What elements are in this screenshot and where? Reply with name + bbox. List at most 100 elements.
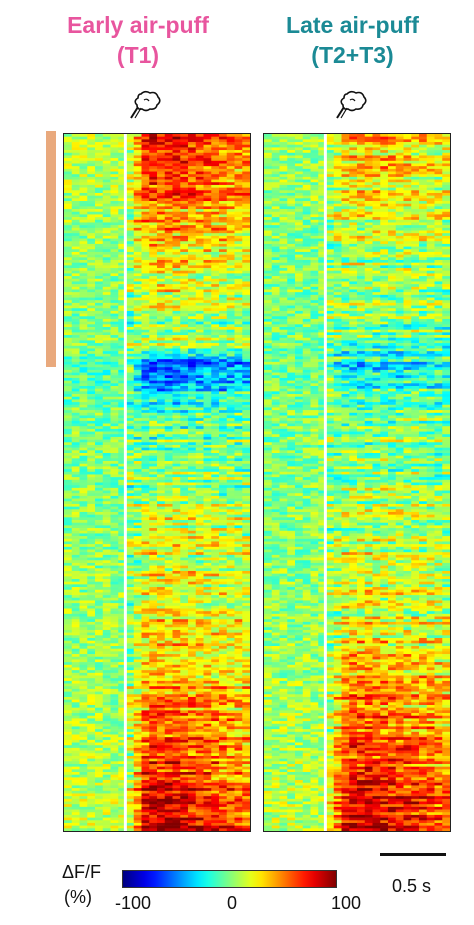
heatmap-cell xyxy=(64,139,73,143)
heatmap-cell xyxy=(172,637,181,641)
heatmap-cell xyxy=(71,589,80,593)
heatmap-cell xyxy=(172,348,181,352)
heatmap-cell xyxy=(211,289,220,293)
heatmap-cell xyxy=(118,168,127,172)
heatmap-cell xyxy=(94,187,104,191)
heatmap-cell xyxy=(87,463,96,467)
heatmap-cell xyxy=(234,318,243,322)
heatmap-cell xyxy=(87,672,96,676)
heatmap-cell xyxy=(172,415,181,419)
heatmap-cell xyxy=(141,230,150,234)
heatmap-cell xyxy=(172,522,181,526)
heatmap-cell xyxy=(141,546,150,550)
heatmap-cell xyxy=(118,420,127,424)
heatmap-cell xyxy=(110,297,119,301)
heatmap-cell xyxy=(187,656,197,660)
heatmap-cell xyxy=(226,436,235,440)
heatmap-cell xyxy=(64,616,73,620)
heatmap-cell xyxy=(102,664,111,668)
heatmap-cell xyxy=(195,680,204,684)
heatmap-cell xyxy=(226,364,235,368)
heatmap-cell xyxy=(164,474,173,478)
heatmap-cell xyxy=(195,367,204,371)
heatmap-cell xyxy=(126,498,135,502)
heatmap-cell xyxy=(110,305,119,309)
heatmap-cell xyxy=(126,404,135,408)
heatmap-cell xyxy=(87,394,96,398)
heatmap-cell xyxy=(87,621,96,625)
heatmap-cell xyxy=(133,461,142,465)
late-airpuff-title-line2: (T2+T3) xyxy=(311,42,394,68)
heatmap-cell xyxy=(102,179,111,183)
heatmap-cell xyxy=(71,308,80,312)
heatmap-cell xyxy=(172,410,181,414)
heatmap-cell xyxy=(118,538,127,542)
heatmap-cell xyxy=(71,503,80,507)
heatmap-cell xyxy=(226,570,235,574)
heatmap-cell xyxy=(110,318,119,322)
heatmap-cell xyxy=(157,474,166,478)
heatmap-cell xyxy=(149,152,158,156)
heatmap-cell xyxy=(133,176,142,180)
heatmap-cell xyxy=(110,581,119,585)
heatmap-cell xyxy=(157,554,166,558)
heatmap-cell xyxy=(242,176,250,180)
heatmap-cell xyxy=(110,160,119,164)
heatmap-cell xyxy=(180,570,189,574)
heatmap-cell xyxy=(87,648,96,652)
heatmap-cell xyxy=(172,394,181,398)
heatmap-cell xyxy=(187,230,197,234)
heatmap-cell xyxy=(226,343,235,347)
heatmap-cell xyxy=(118,171,127,175)
heatmap-cell xyxy=(141,477,150,481)
heatmap-cell xyxy=(71,313,80,317)
heatmap-cell xyxy=(110,670,119,674)
heatmap-cell xyxy=(118,404,127,408)
heatmap-cell xyxy=(242,219,250,223)
heatmap-cell xyxy=(203,603,212,607)
heatmap-cell xyxy=(180,552,189,556)
heatmap-cell xyxy=(195,203,204,207)
heatmap-cell xyxy=(87,139,96,143)
heatmap-cell xyxy=(203,238,212,242)
heatmap-cell xyxy=(71,166,80,170)
heatmap-cell xyxy=(133,225,142,229)
heatmap-cell xyxy=(219,576,228,580)
heatmap-cell xyxy=(102,281,111,285)
heatmap-cell xyxy=(180,522,189,526)
heatmap-cell xyxy=(64,632,73,636)
heatmap-cell xyxy=(94,587,104,591)
heatmap-cell xyxy=(242,683,250,687)
heatmap-cell xyxy=(71,273,80,277)
heatmap-cell xyxy=(141,678,150,682)
heatmap-cell xyxy=(118,270,127,274)
heatmap-cell xyxy=(211,458,220,462)
heatmap-cell xyxy=(203,608,212,612)
heatmap-cell xyxy=(110,490,119,494)
heatmap-cell xyxy=(211,520,220,524)
heatmap-cell xyxy=(118,589,127,593)
heatmap-cell xyxy=(71,281,80,285)
heatmap-cell xyxy=(79,611,88,615)
heatmap-cell xyxy=(64,356,73,360)
heatmap-cell xyxy=(94,225,104,229)
heatmap-cell xyxy=(133,300,142,304)
heatmap-cell xyxy=(118,276,127,280)
heatmap-cell xyxy=(118,144,127,148)
heatmap-cell xyxy=(234,348,243,352)
heatmap-cell xyxy=(180,300,189,304)
heatmap-cell xyxy=(149,254,158,258)
heatmap-cell xyxy=(164,385,173,389)
heatmap-cell xyxy=(211,219,220,223)
heatmap-cell xyxy=(242,361,250,365)
heatmap-cell xyxy=(94,511,104,515)
heatmap-cell xyxy=(110,364,119,368)
heatmap-cell xyxy=(203,624,212,628)
heatmap-cell xyxy=(242,308,250,312)
heatmap-cell xyxy=(234,557,243,561)
heatmap-cell xyxy=(79,635,88,639)
heatmap-cell xyxy=(211,573,220,577)
heatmap-cell xyxy=(187,407,197,411)
heatmap-cell xyxy=(141,485,150,489)
heatmap-cell xyxy=(195,284,204,288)
